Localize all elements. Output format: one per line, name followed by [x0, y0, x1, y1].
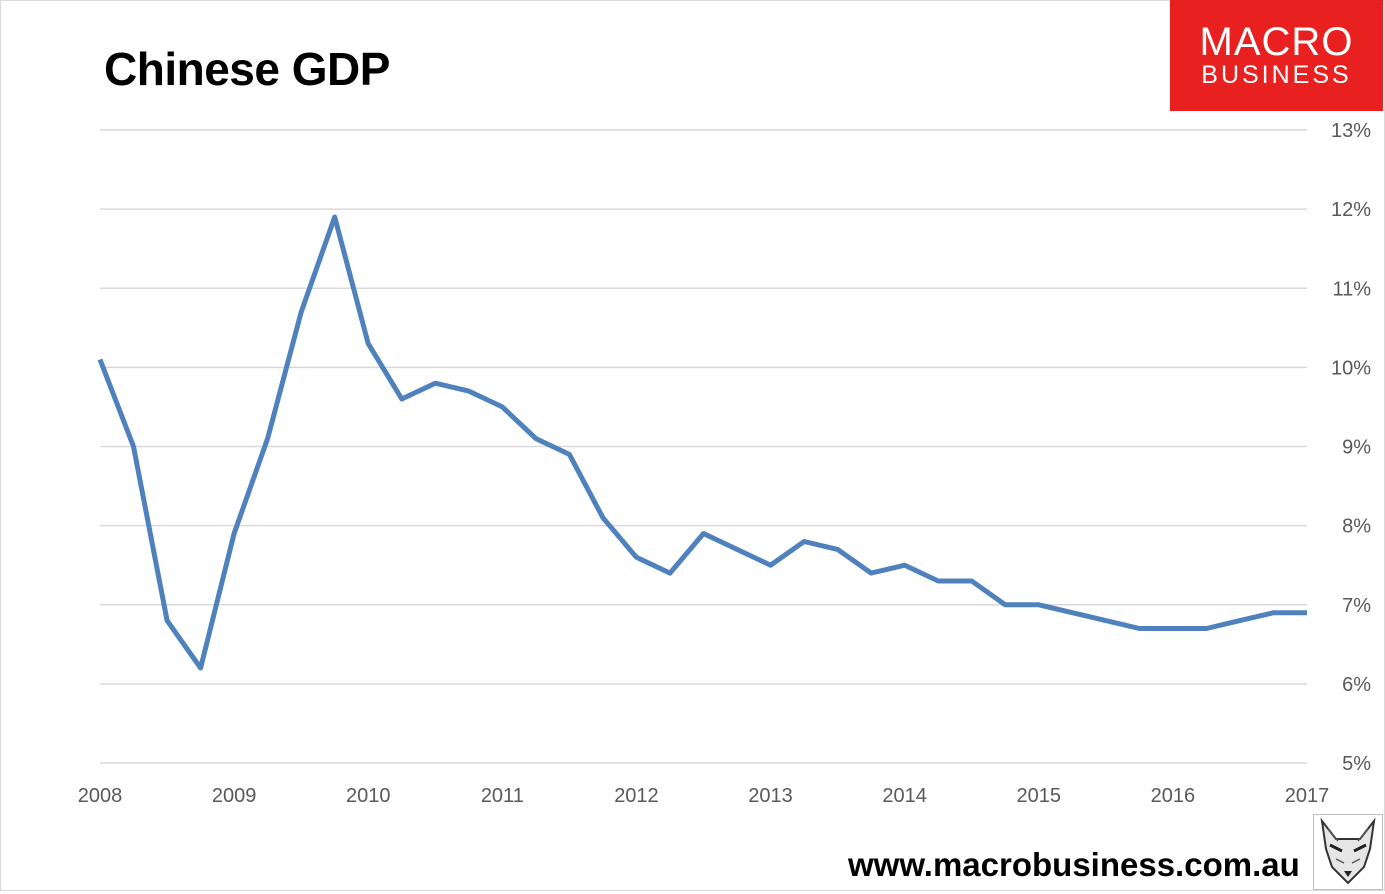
fox-icon: [1313, 814, 1383, 890]
x-tick-label: 2009: [212, 785, 257, 807]
x-tick-label: 2011: [481, 785, 524, 807]
x-tick-label: 2010: [346, 785, 391, 807]
macrobusiness-logo: MACRO BUSINESS: [1170, 0, 1383, 111]
y-tick-label: 6%: [1342, 674, 1371, 696]
x-tick-label: 2014: [882, 785, 927, 807]
x-tick-label: 2012: [614, 785, 659, 807]
y-tick-label: 7%: [1342, 595, 1371, 617]
x-tick-label: 2016: [1151, 785, 1196, 807]
y-tick-label: 12%: [1331, 199, 1371, 221]
x-tick-label: 2013: [748, 785, 793, 807]
footer-website-url: www.macrobusiness.com.au: [848, 846, 1300, 883]
x-tick-label: 2017: [1285, 785, 1330, 807]
logo-text-macro: MACRO: [1199, 20, 1354, 64]
logo-text-business: BUSINESS: [1201, 61, 1352, 89]
x-tick-label: 2015: [1017, 785, 1062, 807]
x-axis-ticks: 2008 2009 2010 2011 2012 2013 2014 2015 2016 2017: [78, 785, 1330, 807]
chart-title: Chinese GDP: [104, 43, 390, 95]
y-tick-label: 8%: [1342, 516, 1371, 538]
series-line-gdp: [97, 214, 1307, 671]
y-tick-label: 9%: [1342, 437, 1371, 459]
y-tick-label: 5%: [1342, 753, 1371, 775]
y-axis-ticks: 5% 6% 7% 8% 9% 10% 11% 12% 13%: [1331, 120, 1371, 775]
y-tick-label: 10%: [1331, 357, 1371, 379]
x-tick-label: 2008: [78, 785, 123, 807]
gridlines: [100, 129, 1307, 764]
y-tick-label: 13%: [1331, 120, 1371, 142]
y-tick-label: 11%: [1332, 278, 1371, 300]
